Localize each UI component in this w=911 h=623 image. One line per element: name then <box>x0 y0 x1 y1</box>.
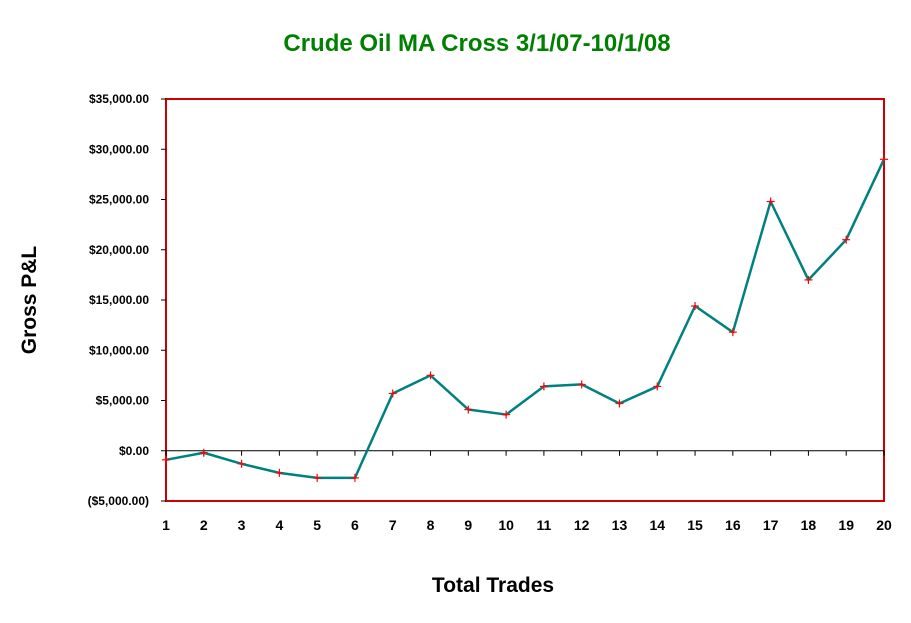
y-axis-title: Gross P&L <box>18 246 41 355</box>
series-polyline <box>165 158 886 480</box>
x-tick-label: 9 <box>464 517 472 533</box>
x-tick-label: 19 <box>838 517 854 533</box>
x-tick-label: 10 <box>498 517 514 533</box>
data-point-marker <box>388 389 397 398</box>
plot-area <box>165 98 885 502</box>
x-tick-label: 12 <box>574 517 590 533</box>
x-tick-label: 8 <box>427 517 435 533</box>
data-point-marker <box>199 448 208 457</box>
x-tick-label: 2 <box>200 517 208 533</box>
x-tick-label: 14 <box>649 517 665 533</box>
data-point-marker <box>653 382 662 391</box>
series-line <box>165 158 886 480</box>
x-tick-label: 3 <box>238 517 246 533</box>
data-point-marker <box>502 410 511 419</box>
y-tick-label: $15,000.00 <box>89 293 149 307</box>
x-axis: 1 2 3 4 5 6 7 8 9 10 11 12 13 14 15 16 17 18 19 20 <box>162 450 892 533</box>
y-axis: $35,000.00 $30,000.00 $25,000.00 $20,000.00… <box>88 92 166 508</box>
chart-title: Crude Oil MA Cross 3/1/07-10/1/08 <box>283 30 670 57</box>
data-point-marker <box>426 371 435 380</box>
data-point-marker <box>880 155 888 164</box>
x-tick-label: 13 <box>612 517 628 533</box>
x-tick-label: 1 <box>162 517 170 533</box>
data-point-marker <box>842 235 851 244</box>
y-tick-label: $5,000.00 <box>96 394 150 408</box>
data-point-marker <box>539 382 548 391</box>
data-point-marker <box>615 399 624 408</box>
y-tick-label: $35,000.00 <box>89 92 149 106</box>
x-tick-label: 7 <box>389 517 397 533</box>
data-point-marker <box>728 328 737 337</box>
y-tick-label: $0.00 <box>119 444 149 458</box>
x-tick-label: 16 <box>725 517 741 533</box>
y-tick-label: $25,000.00 <box>89 193 149 207</box>
y-tick-label: $20,000.00 <box>89 243 149 257</box>
data-point-marker <box>577 380 586 389</box>
y-tick-label: $30,000.00 <box>89 142 149 156</box>
data-point-marker <box>691 302 700 311</box>
data-point-marker <box>162 455 170 464</box>
data-point-marker <box>350 473 359 482</box>
data-point-marker <box>804 275 813 284</box>
x-tick-label: 20 <box>876 517 892 533</box>
x-tick-label: 17 <box>763 517 779 533</box>
x-axis-title: Total Trades <box>432 574 554 597</box>
data-point-marker <box>237 459 246 468</box>
data-point-marker <box>313 473 322 482</box>
data-point-marker <box>766 197 775 206</box>
x-tick-label: 11 <box>536 517 551 533</box>
x-tick-label: 5 <box>313 517 321 533</box>
x-tick-label: 15 <box>687 517 703 533</box>
x-tick-label: 18 <box>801 517 817 533</box>
series-markers <box>162 155 888 482</box>
x-tick-label: 6 <box>351 517 359 533</box>
y-tick-label: $10,000.00 <box>89 343 149 357</box>
data-point-marker <box>275 468 284 477</box>
y-tick-label: ($5,000.00) <box>88 494 149 508</box>
x-tick-label: 4 <box>275 517 283 533</box>
data-point-marker <box>464 405 473 414</box>
